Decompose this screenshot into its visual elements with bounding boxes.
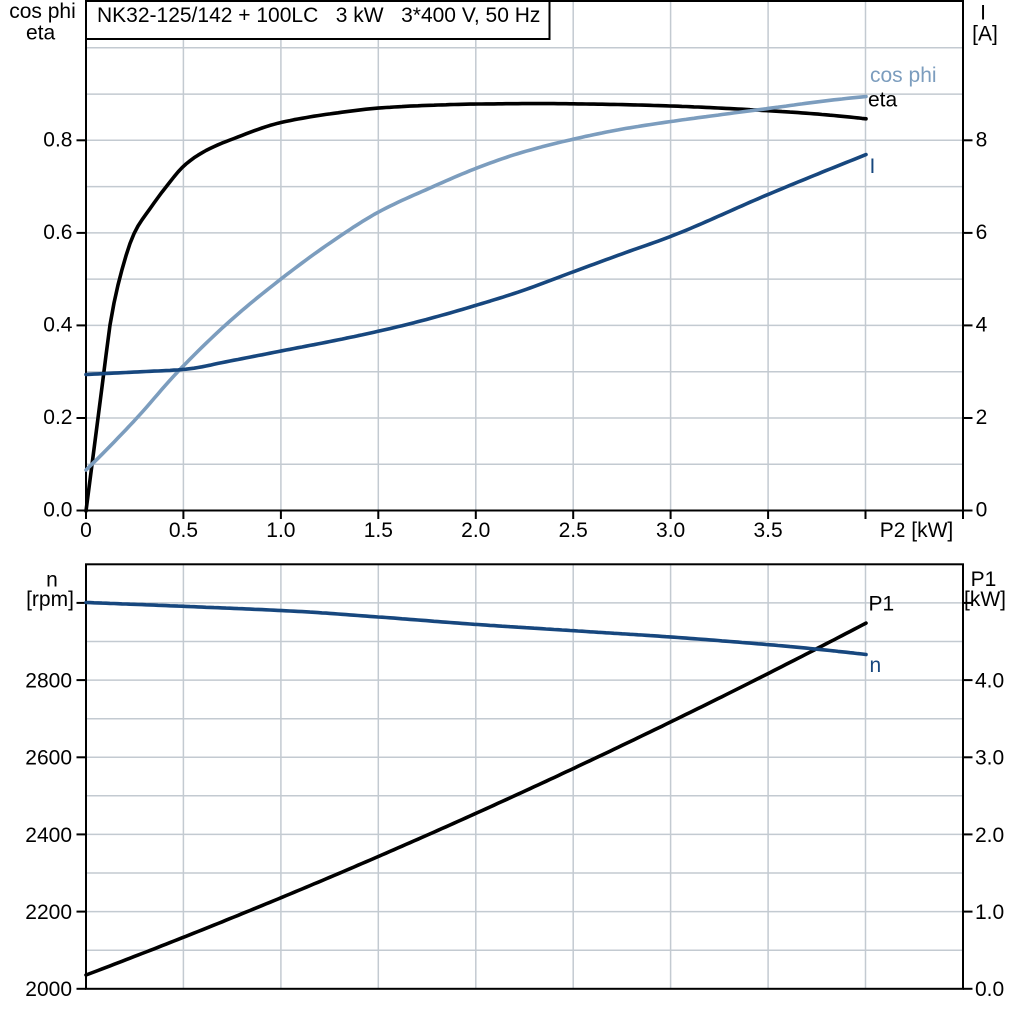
- svg-text:2800: 2800: [25, 669, 72, 692]
- svg-text:3.5: 3.5: [753, 519, 782, 542]
- svg-text:0.8: 0.8: [43, 128, 72, 151]
- svg-text:0.6: 0.6: [43, 221, 72, 244]
- svg-text:[rpm]: [rpm]: [26, 588, 74, 611]
- svg-text:4: 4: [976, 313, 988, 336]
- svg-text:I: I: [870, 155, 876, 178]
- svg-text:3.0: 3.0: [656, 519, 685, 542]
- svg-text:2400: 2400: [25, 824, 72, 847]
- svg-text:[kW]: [kW]: [964, 588, 1006, 611]
- svg-text:6: 6: [976, 221, 988, 244]
- svg-text:2.0: 2.0: [975, 824, 1004, 847]
- svg-text:0.4: 0.4: [43, 313, 73, 336]
- svg-text:2: 2: [976, 406, 988, 429]
- svg-text:eta: eta: [26, 22, 56, 45]
- svg-text:2200: 2200: [25, 901, 72, 924]
- svg-text:4.0: 4.0: [975, 669, 1004, 692]
- svg-text:0.0: 0.0: [975, 978, 1004, 1001]
- svg-text:P1: P1: [869, 593, 895, 616]
- svg-text:P1: P1: [971, 568, 997, 591]
- svg-text:NK32-125/142 + 100LC 3 kW: NK32-125/142 + 100LC 3 kW 3*400 V, 50 Hz: [97, 4, 540, 27]
- svg-text:0.5: 0.5: [169, 519, 198, 542]
- svg-text:2.0: 2.0: [461, 519, 490, 542]
- svg-text:n: n: [870, 654, 882, 677]
- svg-text:1.0: 1.0: [975, 901, 1004, 924]
- svg-text:2600: 2600: [25, 747, 72, 770]
- svg-text:0: 0: [976, 499, 988, 522]
- svg-text:2000: 2000: [25, 978, 72, 1001]
- svg-text:n: n: [46, 569, 58, 592]
- svg-text:P2 [kW]: P2 [kW]: [880, 519, 954, 542]
- svg-text:I: I: [980, 2, 986, 25]
- svg-text:cos phi: cos phi: [9, 0, 76, 23]
- svg-text:1.5: 1.5: [364, 519, 393, 542]
- svg-text:2.5: 2.5: [559, 519, 588, 542]
- svg-text:0: 0: [80, 519, 92, 542]
- svg-text:3.0: 3.0: [975, 747, 1004, 770]
- svg-text:cos phi: cos phi: [870, 64, 937, 87]
- svg-text:[A]: [A]: [972, 23, 998, 46]
- svg-text:0.0: 0.0: [43, 499, 72, 522]
- svg-text:0.2: 0.2: [43, 406, 72, 429]
- svg-text:8: 8: [976, 128, 988, 151]
- svg-text:1.0: 1.0: [266, 519, 295, 542]
- svg-text:eta: eta: [868, 89, 898, 112]
